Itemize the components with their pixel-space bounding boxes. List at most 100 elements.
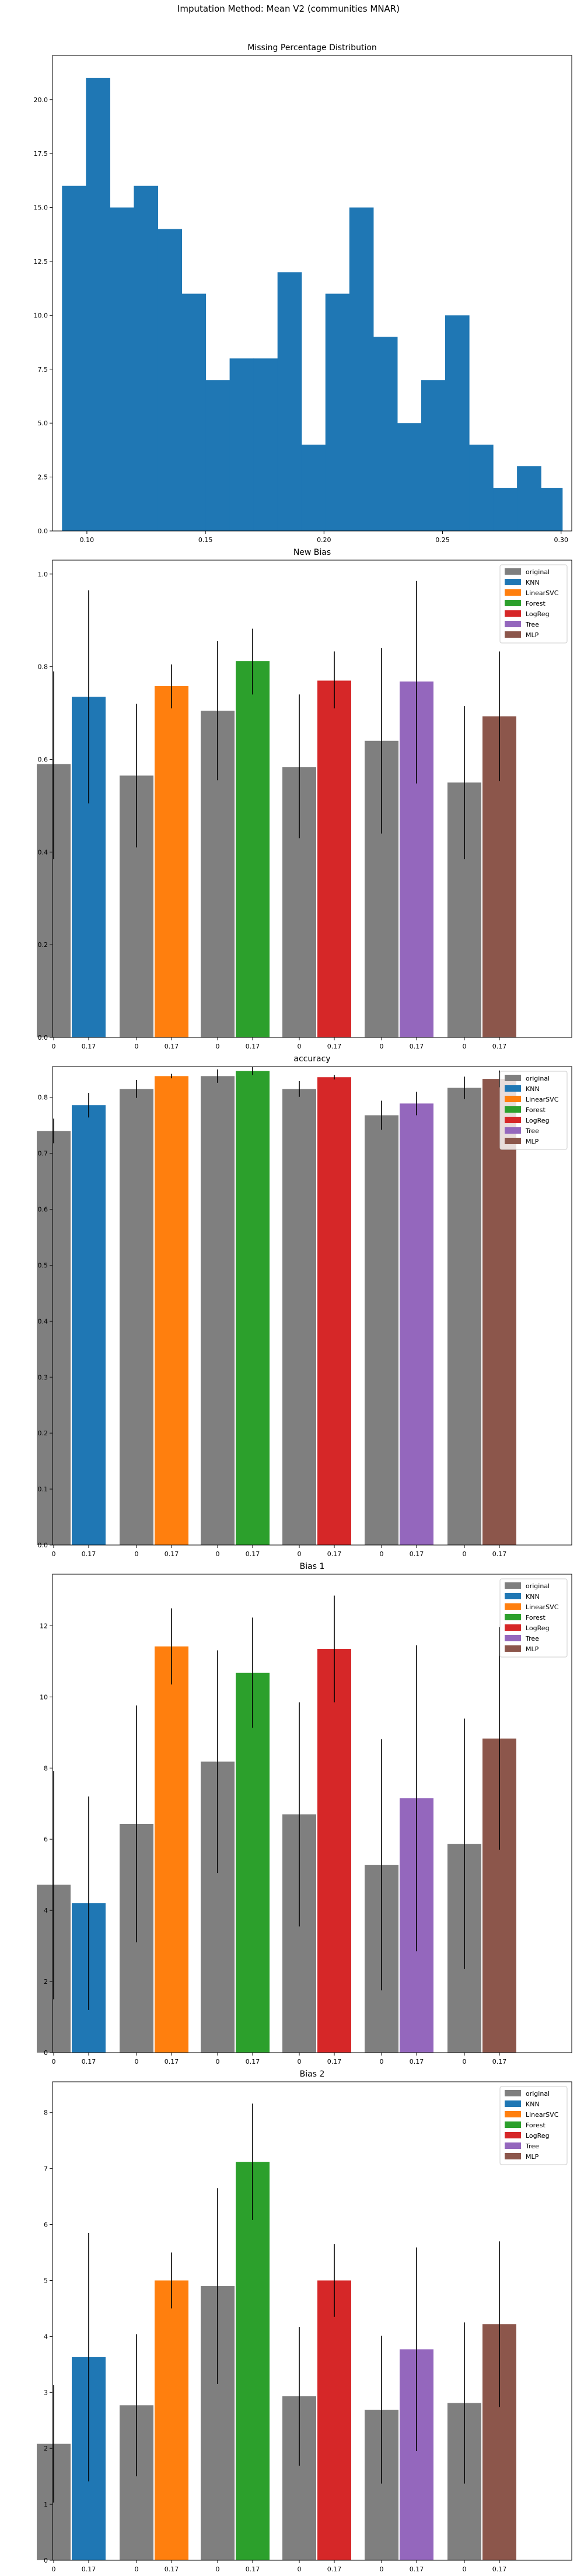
figure-suptitle: Imputation Method: Mean V2 (communities … — [177, 4, 400, 14]
legend-label: MLP — [526, 2153, 539, 2161]
legend: original KNN LinearSVC Forest LogReg Tree MLP — [499, 1071, 568, 1150]
bar — [155, 1076, 188, 1545]
bar — [236, 661, 270, 1037]
y-tick-label: 17.5 — [34, 150, 48, 158]
x-tick-label: 0.17 — [165, 2565, 179, 2573]
y-tick-label: 0.2 — [38, 941, 48, 949]
histogram-bar — [229, 358, 254, 531]
legend-label: LogReg — [526, 610, 550, 618]
x-tick-label: 0.17 — [246, 1550, 260, 1558]
legend-swatch — [505, 600, 521, 606]
histogram-bar — [158, 229, 183, 531]
bar-chart-panel: 0 0.17 0 0.17 0 0.17 0 0.17 0 0.17 0 0.17 0 2 4 6 8 10 12 B… — [37, 1562, 572, 2065]
x-tick-label: 0 — [298, 2565, 302, 2573]
legend-label: LinearSVC — [526, 589, 559, 597]
y-tick-label: 15.0 — [34, 204, 48, 212]
x-tick-label: 0.15 — [198, 536, 213, 544]
axes-frame — [52, 1066, 572, 1546]
legend-label: LogReg — [526, 1624, 550, 1632]
legend-swatch — [505, 2100, 521, 2107]
x-tick-label: 0.17 — [327, 1550, 342, 1558]
legend-label: LinearSVC — [526, 1096, 559, 1103]
x-tick-label: 0 — [463, 2565, 467, 2573]
bar — [317, 1077, 351, 1545]
x-tick-label: 0 — [135, 2565, 139, 2573]
bar — [155, 686, 188, 1037]
x-tick-label: 0 — [380, 2565, 384, 2573]
legend-label: Tree — [525, 1127, 539, 1135]
x-tick-label: 0.17 — [410, 2565, 424, 2573]
x-tick-label: 0.17 — [82, 1550, 96, 1558]
y-tick-label: 0 — [44, 2049, 48, 2057]
bar — [236, 1672, 270, 2053]
axes-frame — [52, 55, 572, 532]
x-tick-label: 0 — [463, 2058, 467, 2065]
legend: original KNN LinearSVC Forest LogReg Tree MLP — [499, 564, 568, 644]
y-tick-label: 4 — [44, 2333, 48, 2340]
legend-swatch — [505, 1127, 521, 1134]
y-tick-label: 7 — [44, 2165, 48, 2173]
y-tick-label: 0.6 — [38, 756, 48, 763]
x-tick-label: 0 — [380, 1550, 384, 1558]
chart-title: Missing Percentage Distribution — [247, 43, 377, 53]
legend-label: MLP — [526, 1138, 539, 1145]
x-tick-label: 0.17 — [165, 1550, 179, 1558]
legend-swatch — [505, 1593, 521, 1599]
bar — [447, 1088, 481, 1545]
bar — [317, 680, 351, 1037]
histogram-bar — [86, 78, 110, 532]
legend-swatch — [505, 2121, 521, 2128]
legend-swatch — [505, 1117, 521, 1123]
y-tick-label: 20.0 — [34, 96, 48, 104]
bar-chart-panel: 0 0.17 0 0.17 0 0.17 0 0.17 0 0.17 0 0.17 0 1 2 3 4 5 6 7 8 B… — [37, 2070, 572, 2573]
histogram-bar — [469, 445, 494, 531]
x-tick-label: 0.17 — [327, 2058, 342, 2065]
x-tick-label: 0 — [52, 1550, 56, 1558]
bar — [365, 1115, 398, 1545]
y-tick-label: 0.0 — [38, 1542, 48, 1549]
y-tick-label: 3 — [44, 2389, 48, 2396]
legend-swatch — [505, 2090, 521, 2096]
legend-swatch — [505, 1106, 521, 1113]
bar — [317, 1649, 351, 2053]
bar — [236, 1071, 270, 1545]
x-tick-label: 0 — [463, 1043, 467, 1050]
bar — [400, 1103, 433, 1545]
legend-label: original — [526, 1582, 550, 1590]
legend-swatch — [505, 589, 521, 596]
legend-swatch — [505, 1603, 521, 1610]
bar — [201, 1076, 235, 1545]
legend-label: original — [526, 2090, 550, 2098]
legend-swatch — [505, 2153, 521, 2159]
bar — [317, 2280, 351, 2560]
legend-swatch — [505, 2142, 521, 2149]
x-tick-label: 0.30 — [554, 536, 568, 544]
histogram-bar — [517, 466, 541, 531]
chart-title: Bias 1 — [300, 1562, 325, 1571]
bar — [236, 2162, 270, 2560]
x-tick-label: 0 — [52, 2058, 56, 2065]
x-tick-label: 0 — [52, 2565, 56, 2573]
y-tick-label: 0.1 — [38, 1486, 48, 1493]
legend-swatch — [505, 610, 521, 617]
x-tick-label: 0 — [216, 2058, 220, 2065]
legend-label: original — [526, 1075, 550, 1082]
x-tick-label: 0 — [216, 1550, 220, 1558]
y-tick-label: 0.0 — [38, 1034, 48, 1041]
x-tick-label: 0 — [135, 2058, 139, 2065]
x-tick-label: 0.17 — [246, 2565, 260, 2573]
bar-chart-panel: 0 0.17 0 0.17 0 0.17 0 0.17 0 0.17 0 0.17 0.0 0.1 0.2 0… — [37, 1054, 572, 1558]
x-tick-label: 0.17 — [165, 1043, 179, 1050]
histogram-bar — [421, 380, 446, 531]
y-tick-label: 2 — [44, 2445, 48, 2452]
y-tick-label: 0.3 — [38, 1373, 48, 1381]
histogram-bar — [62, 186, 86, 531]
histogram-bar — [397, 423, 422, 531]
legend: original KNN LinearSVC Forest LogReg Tree MLP — [499, 2086, 568, 2165]
legend-swatch — [505, 1614, 521, 1620]
x-tick-label: 0.17 — [82, 1043, 96, 1050]
legend-swatch — [505, 579, 521, 585]
y-tick-label: 0.7 — [38, 1150, 48, 1158]
chart-title: New Bias — [293, 548, 331, 557]
legend-label: LogReg — [526, 1117, 550, 1124]
